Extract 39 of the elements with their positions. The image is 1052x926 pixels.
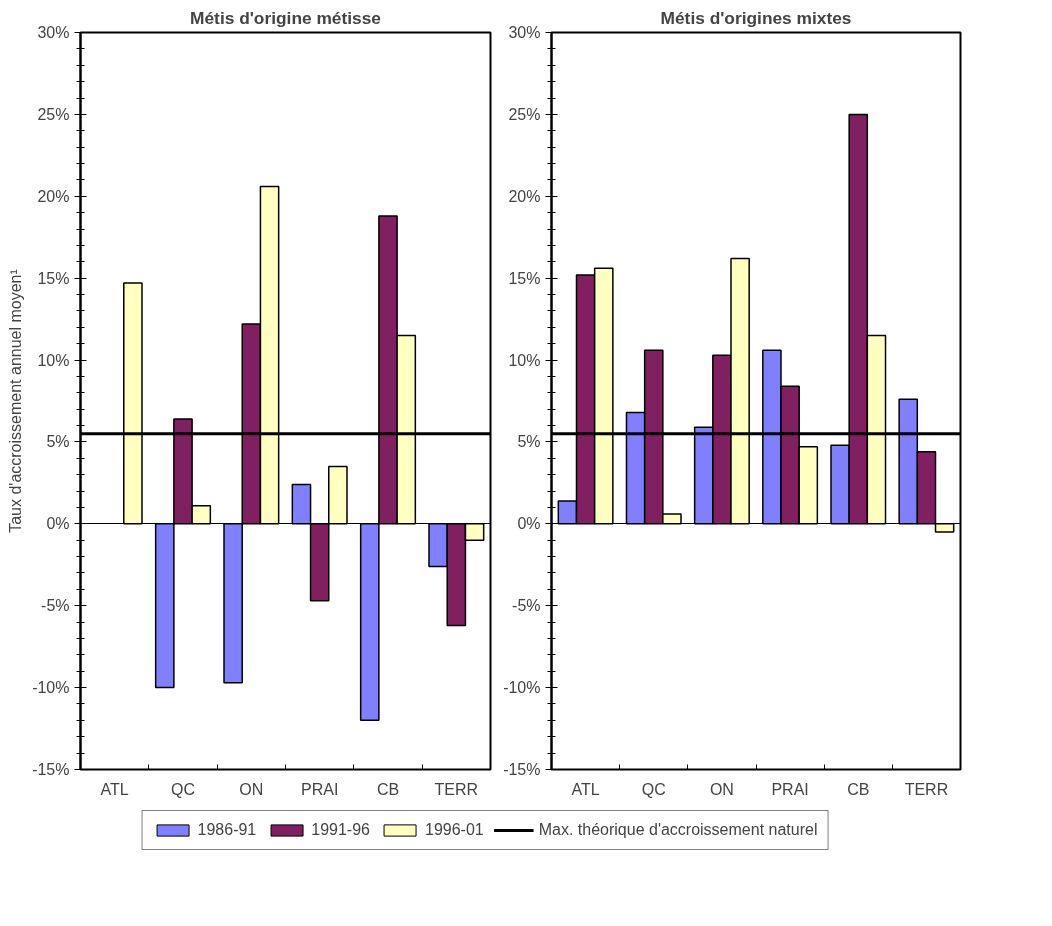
chart-title: Métis d'origines mixtes [660, 7, 852, 28]
legend-label: 1991-96 [311, 821, 370, 839]
y-tick-label: 30% [508, 24, 541, 41]
legend-label: Max. théorique d'accroissement naturel [538, 821, 818, 839]
x-tick-label: ATL [100, 780, 129, 798]
x-tick-label: QC [641, 780, 666, 798]
x-tick-label: QC [171, 780, 195, 798]
x-tick-label: TERR [904, 780, 949, 798]
x-tick-label: ON [709, 780, 734, 798]
y-tick-label: 20% [37, 187, 70, 205]
legend-label: 1986-91 [197, 821, 257, 839]
y-tick-label: 25% [37, 105, 70, 123]
y-tick-label: 20% [508, 187, 541, 205]
y-tick-label: -5% [41, 597, 70, 615]
y-tick-label: -15% [503, 761, 541, 778]
chart-title: Métis d'origine métisse [190, 7, 382, 28]
y-tick-label: 15% [508, 269, 541, 287]
y-tick-label: 0% [517, 515, 541, 533]
y-tick-label: 10% [508, 351, 541, 369]
x-tick-label: ATL [571, 780, 600, 798]
y-tick-label: -5% [512, 597, 541, 615]
x-tick-label: PRAI [300, 780, 339, 798]
legend-label: 1996-01 [424, 821, 484, 839]
y-tick-label: 5% [517, 433, 541, 451]
y-tick-label: -10% [503, 679, 541, 697]
x-tick-label: CB [376, 780, 400, 798]
y-tick-label: 15% [37, 269, 70, 287]
y-tick-label: 5% [46, 433, 70, 451]
y-tick-label: 30% [37, 24, 70, 41]
y-tick-label: -15% [32, 761, 70, 778]
x-tick-label: CB [847, 780, 870, 798]
y-tick-label: 10% [37, 351, 70, 369]
x-tick-label: PRAI [771, 780, 809, 798]
y-tick-label: -10% [32, 679, 70, 697]
x-tick-label: TERR [434, 780, 479, 798]
x-tick-label: ON [239, 780, 264, 798]
y-tick-label: 25% [508, 105, 541, 123]
y-tick-label: 0% [46, 515, 70, 533]
y-axis-title: Taux d'accroissement annuel moyen¹ [7, 269, 25, 533]
